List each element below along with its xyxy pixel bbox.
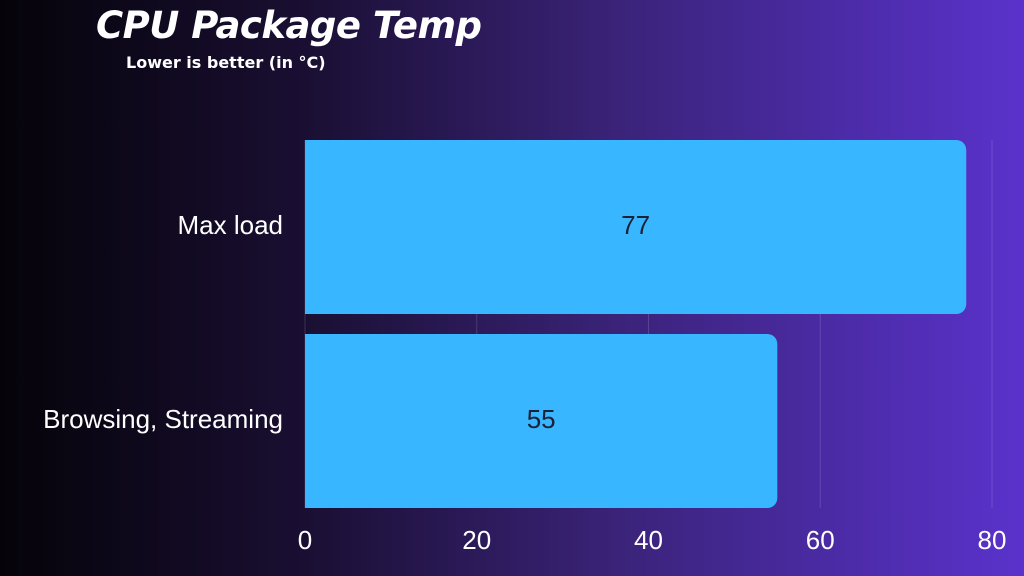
chart-subtitle: Lower is better (in °C) <box>126 53 326 72</box>
category-label-0: Max load <box>178 210 284 240</box>
x-tick-label-3: 60 <box>806 525 835 555</box>
bar-0 <box>305 140 967 314</box>
chart-title: CPU Package Temp <box>96 4 482 47</box>
x-tick-label-2: 40 <box>634 525 663 555</box>
x-tick-label-4: 80 <box>978 525 1007 555</box>
data-label-0: 77 <box>621 210 650 240</box>
category-label-1: Browsing, Streaming <box>43 404 283 434</box>
bar-1 <box>305 334 778 508</box>
data-label-1: 55 <box>527 404 556 434</box>
x-tick-label-0: 0 <box>298 525 312 555</box>
x-tick-label-1: 20 <box>462 525 491 555</box>
